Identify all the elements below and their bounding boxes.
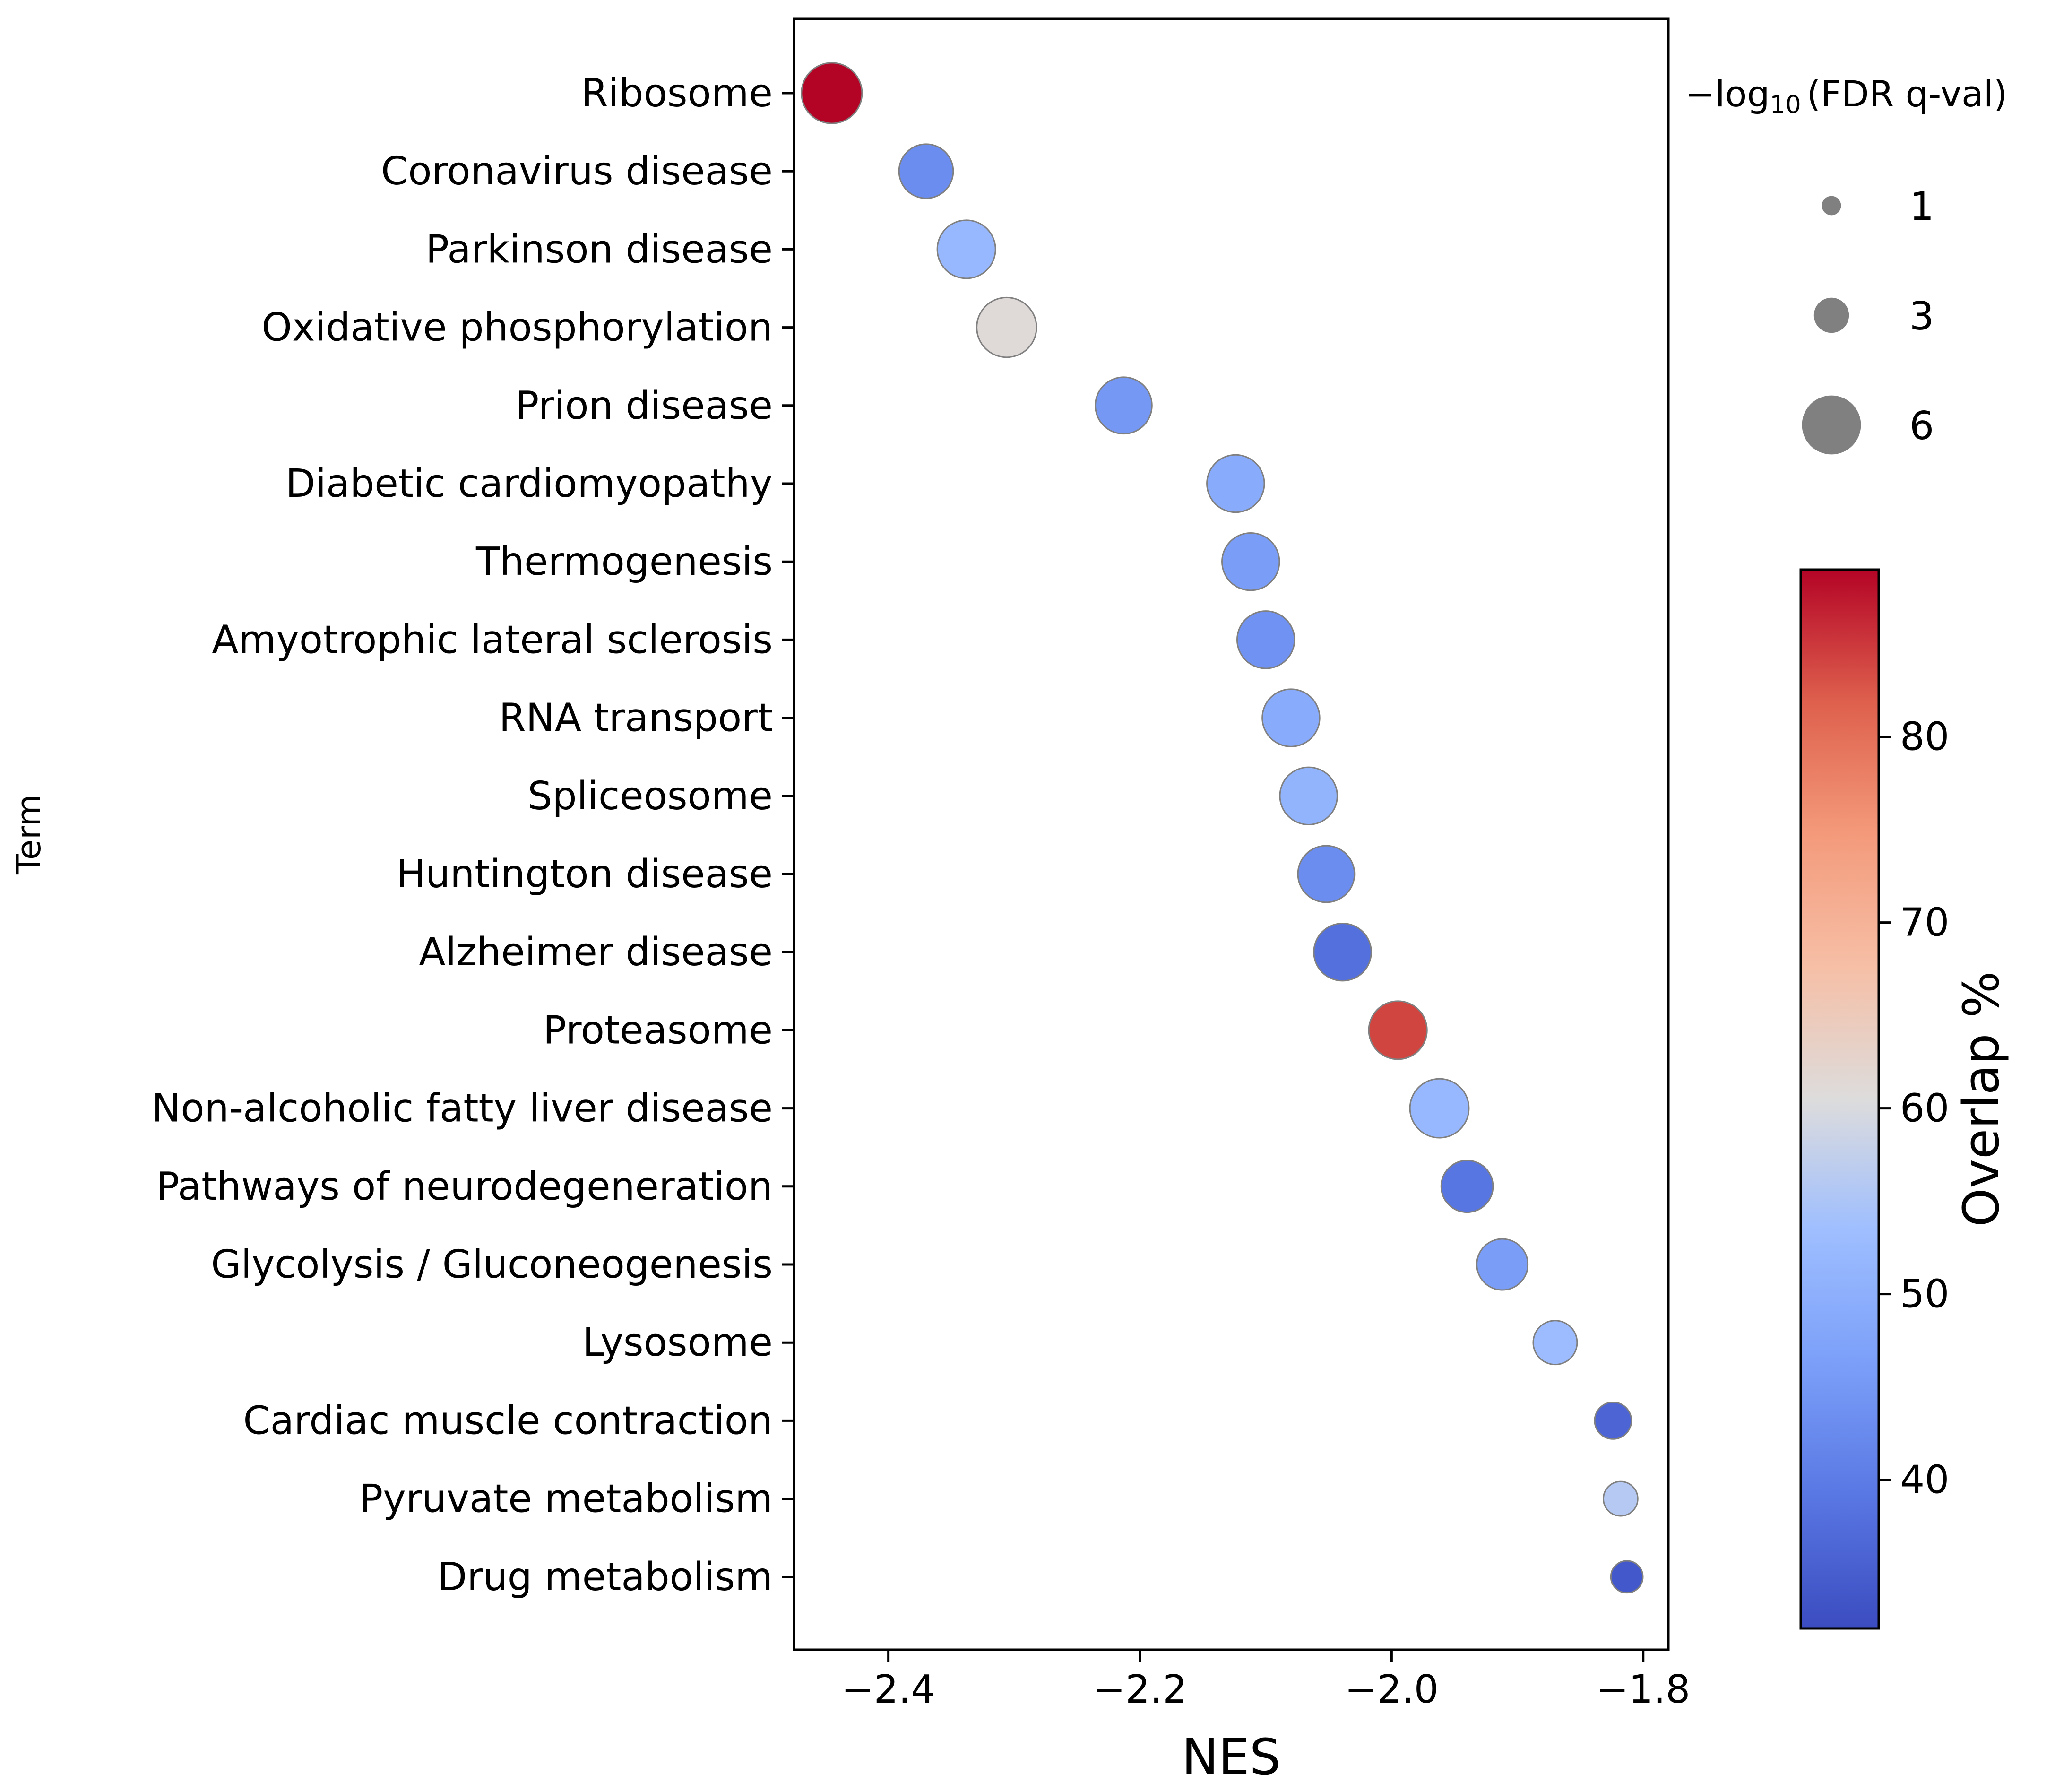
y-tick-label: Diabetic cardiomyopathy <box>285 461 773 506</box>
data-point <box>1206 454 1265 513</box>
colorbar: 40 50 60 70 80 Overlap % <box>1799 568 2010 1630</box>
colorbar-ticks: 40 50 60 70 80 <box>1879 715 1949 1503</box>
y-tick-label: Pyruvate metabolism <box>360 1477 773 1522</box>
size-legend-label: 3 <box>1909 294 1934 339</box>
colorbar-frame <box>1799 568 1880 1630</box>
y-tick-label: Prion disease <box>516 383 773 428</box>
colorbar-tick-label: 60 <box>1900 1086 1949 1131</box>
size-legend-marker <box>1822 196 1841 216</box>
colorbar-tick-label: 50 <box>1900 1272 1949 1317</box>
data-point <box>1602 1480 1639 1517</box>
y-tick-label: Glycolysis / Gluconeogenesis <box>211 1242 773 1287</box>
data-point <box>976 296 1037 358</box>
y-tick-label: Huntington disease <box>397 852 773 897</box>
size-legend-entries: 1 3 6 <box>1802 184 1934 455</box>
size-legend-label: 6 <box>1909 404 1934 449</box>
data-point <box>1610 1560 1644 1594</box>
plot-frame <box>793 17 1670 1651</box>
data-point <box>936 219 996 279</box>
size-legend-title-suffix: (FDR q-val) <box>1807 73 2008 115</box>
colorbar-label: Overlap % <box>1952 971 2010 1227</box>
y-tick-label: RNA transport <box>499 696 773 741</box>
data-point <box>1095 376 1153 435</box>
y-tick-label: Oxidative phosphorylation <box>261 305 773 350</box>
y-axis-ticks: Ribosome Coronavirus disease Parkinson dis… <box>152 71 794 1600</box>
x-tick-label: −2.0 <box>1345 1667 1439 1712</box>
y-tick-label: Alzheimer disease <box>419 930 773 975</box>
size-legend-title: −log10 (FDR q-val) <box>1685 73 2008 119</box>
data-point <box>898 143 954 199</box>
y-tick-label: Ribosome <box>581 71 773 116</box>
y-tick-label: Amyotrophic lateral sclerosis <box>212 617 773 662</box>
colorbar-tick-label: 70 <box>1900 900 1949 945</box>
x-axis-ticks: −2.4 −2.2 −2.0 −1.8 <box>841 1650 1690 1712</box>
y-tick-label: Parkinson disease <box>426 227 773 272</box>
data-point <box>1221 532 1280 591</box>
colorbar-tick-label: 40 <box>1900 1458 1949 1503</box>
colorbar-tick-label: 80 <box>1900 715 1949 760</box>
x-tick-label: −2.4 <box>841 1667 935 1712</box>
y-tick-label: Coronavirus disease <box>381 149 773 194</box>
size-legend-label: 1 <box>1909 184 1934 229</box>
data-point <box>1297 845 1356 903</box>
y-tick-label: Spliceosome <box>527 774 773 819</box>
data-point <box>1594 1402 1632 1440</box>
y-tick-label: Thermogenesis <box>475 539 773 584</box>
size-legend-title-subscript: 10 <box>1770 91 1801 119</box>
y-tick-label: Pathways of neurodegeneration <box>156 1164 773 1209</box>
data-point <box>1476 1238 1529 1291</box>
y-tick-label: Cardiac muscle contraction <box>243 1398 773 1443</box>
y-tick-label: Lysosome <box>582 1320 773 1365</box>
x-tick-label: −1.8 <box>1596 1667 1690 1712</box>
size-legend-marker <box>1813 297 1849 333</box>
colorbar-gradient <box>1801 570 1879 1628</box>
size-legend-title-prefix: −log <box>1685 73 1770 115</box>
data-point <box>801 62 863 124</box>
x-tick-label: −2.2 <box>1093 1667 1187 1712</box>
data-point <box>1236 610 1295 669</box>
y-tick-label: Non-alcoholic fatty liver disease <box>152 1086 773 1131</box>
size-legend: −log10 (FDR q-val) 1 3 6 <box>1685 73 2008 455</box>
data-point <box>1368 1000 1428 1060</box>
data-points <box>801 62 1644 1594</box>
data-point <box>1532 1320 1578 1366</box>
size-legend-marker <box>1802 395 1861 455</box>
data-point <box>1440 1160 1494 1213</box>
data-point <box>1279 766 1338 826</box>
data-point <box>1313 922 1372 982</box>
y-axis-label: Term <box>9 794 48 875</box>
y-tick-label: Proteasome <box>543 1008 773 1053</box>
x-axis-label: NES <box>1182 1728 1281 1786</box>
data-point <box>1409 1078 1470 1139</box>
data-point <box>1261 688 1321 747</box>
y-tick-label: Drug metabolism <box>437 1555 773 1600</box>
